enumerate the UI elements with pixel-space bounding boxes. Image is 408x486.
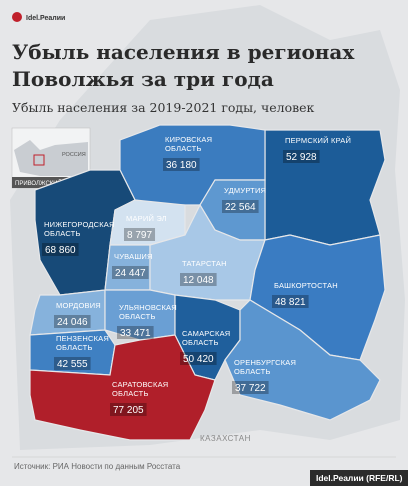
region-name: ОБЛАСТЬ: [112, 389, 149, 398]
region-value: 22 564: [225, 202, 256, 213]
region-name: УДМУРТИЯ: [224, 186, 266, 195]
region-value: 8 797: [127, 230, 152, 241]
region-name: ПЕНЗЕНСКАЯ: [56, 334, 109, 343]
region-name: ПЕРМСКИЙ КРАЙ: [285, 136, 351, 145]
subtitle: Убыль населения за 2019-2021 годы, челов…: [12, 100, 315, 115]
region-value: 36 180: [166, 160, 197, 171]
title: Убыль населения в регионах: [12, 40, 355, 64]
footer-brand-box: [310, 470, 408, 486]
region-name: ОБЛАСТЬ: [119, 312, 156, 321]
brand-logo: [12, 12, 22, 22]
region-value: 50 420: [183, 354, 214, 365]
region-shape: [29, 334, 216, 441]
value-box: [117, 326, 154, 339]
inset-country: РОССИЯ: [62, 152, 86, 158]
region-value: 48 821: [275, 297, 306, 308]
region-value: 77 205: [113, 405, 144, 416]
value-box: [110, 403, 147, 416]
region-name: ТАТАРСТАН: [182, 259, 227, 268]
region-name: ОБЛАСТЬ: [165, 144, 202, 153]
region-name: МАРИЙ ЭЛ: [126, 214, 167, 223]
brand: Idel.Реалии: [26, 15, 65, 22]
region-name: ОРЕНБУРГСКАЯ: [234, 358, 296, 367]
region-value: 37 722: [235, 383, 266, 394]
value-box: [42, 243, 79, 256]
region-name: УЛЬЯНОВСКАЯ: [119, 303, 177, 312]
region-name: КИРОВСКАЯ: [165, 135, 212, 144]
inset-map: РОССИЯ ПРИВОЛЖСКИЙ ОКРУГ: [11, 127, 91, 189]
region-value: 68 860: [45, 245, 76, 256]
region-name: НИЖЕГОРОДСКАЯ: [44, 220, 115, 229]
value-box: [180, 273, 217, 286]
region-shape: [264, 129, 386, 246]
value-box: [112, 266, 149, 279]
region-name: МОРДОВИЯ: [56, 301, 101, 310]
region-value: 52 928: [286, 152, 317, 163]
value-box: [124, 228, 156, 241]
value-box: [54, 357, 91, 370]
region-name: ОБЛАСТЬ: [234, 367, 271, 376]
value-box: [222, 200, 259, 213]
inset-bar: [12, 177, 90, 188]
region-name: БАШКОРТОСТАН: [274, 281, 338, 290]
region-name: ОБЛАСТЬ: [56, 343, 93, 352]
value-box: [283, 150, 320, 163]
title: Поволжья за три года: [12, 67, 274, 91]
region-name: ОБЛАСТЬ: [44, 229, 81, 238]
value-box: [54, 315, 91, 328]
footer-brand: Idel.Реалии (RFE/RL): [316, 473, 403, 483]
region-value: 33 471: [120, 328, 151, 339]
region-value: 24 046: [57, 317, 88, 328]
region-name: ЧУВАШИЯ: [114, 252, 153, 261]
value-box: [163, 158, 200, 171]
source: Источник: РИА Новости по данным Росстата: [14, 462, 181, 471]
inset-district: ПРИВОЛЖСКИЙ ОКРУГ: [15, 179, 83, 187]
value-box: [232, 381, 269, 394]
region-shape: [224, 299, 381, 421]
region-shape: [249, 234, 386, 361]
neighbor-label: КАЗАХСТАН: [200, 434, 251, 443]
value-box: [180, 352, 217, 365]
region-value: 42 555: [57, 359, 88, 370]
region-value: 24 447: [115, 268, 146, 279]
inset-land: [14, 140, 88, 176]
region-value: 12 048: [183, 275, 214, 286]
region-shape: [29, 289, 106, 336]
region-name: САМАРСКАЯ: [182, 329, 230, 338]
value-box: [272, 295, 309, 308]
region-name: ОБЛАСТЬ: [182, 338, 219, 347]
region-name: САРАТОВСКАЯ: [112, 380, 168, 389]
inset-highlight: [33, 154, 45, 166]
regions: [29, 124, 386, 441]
